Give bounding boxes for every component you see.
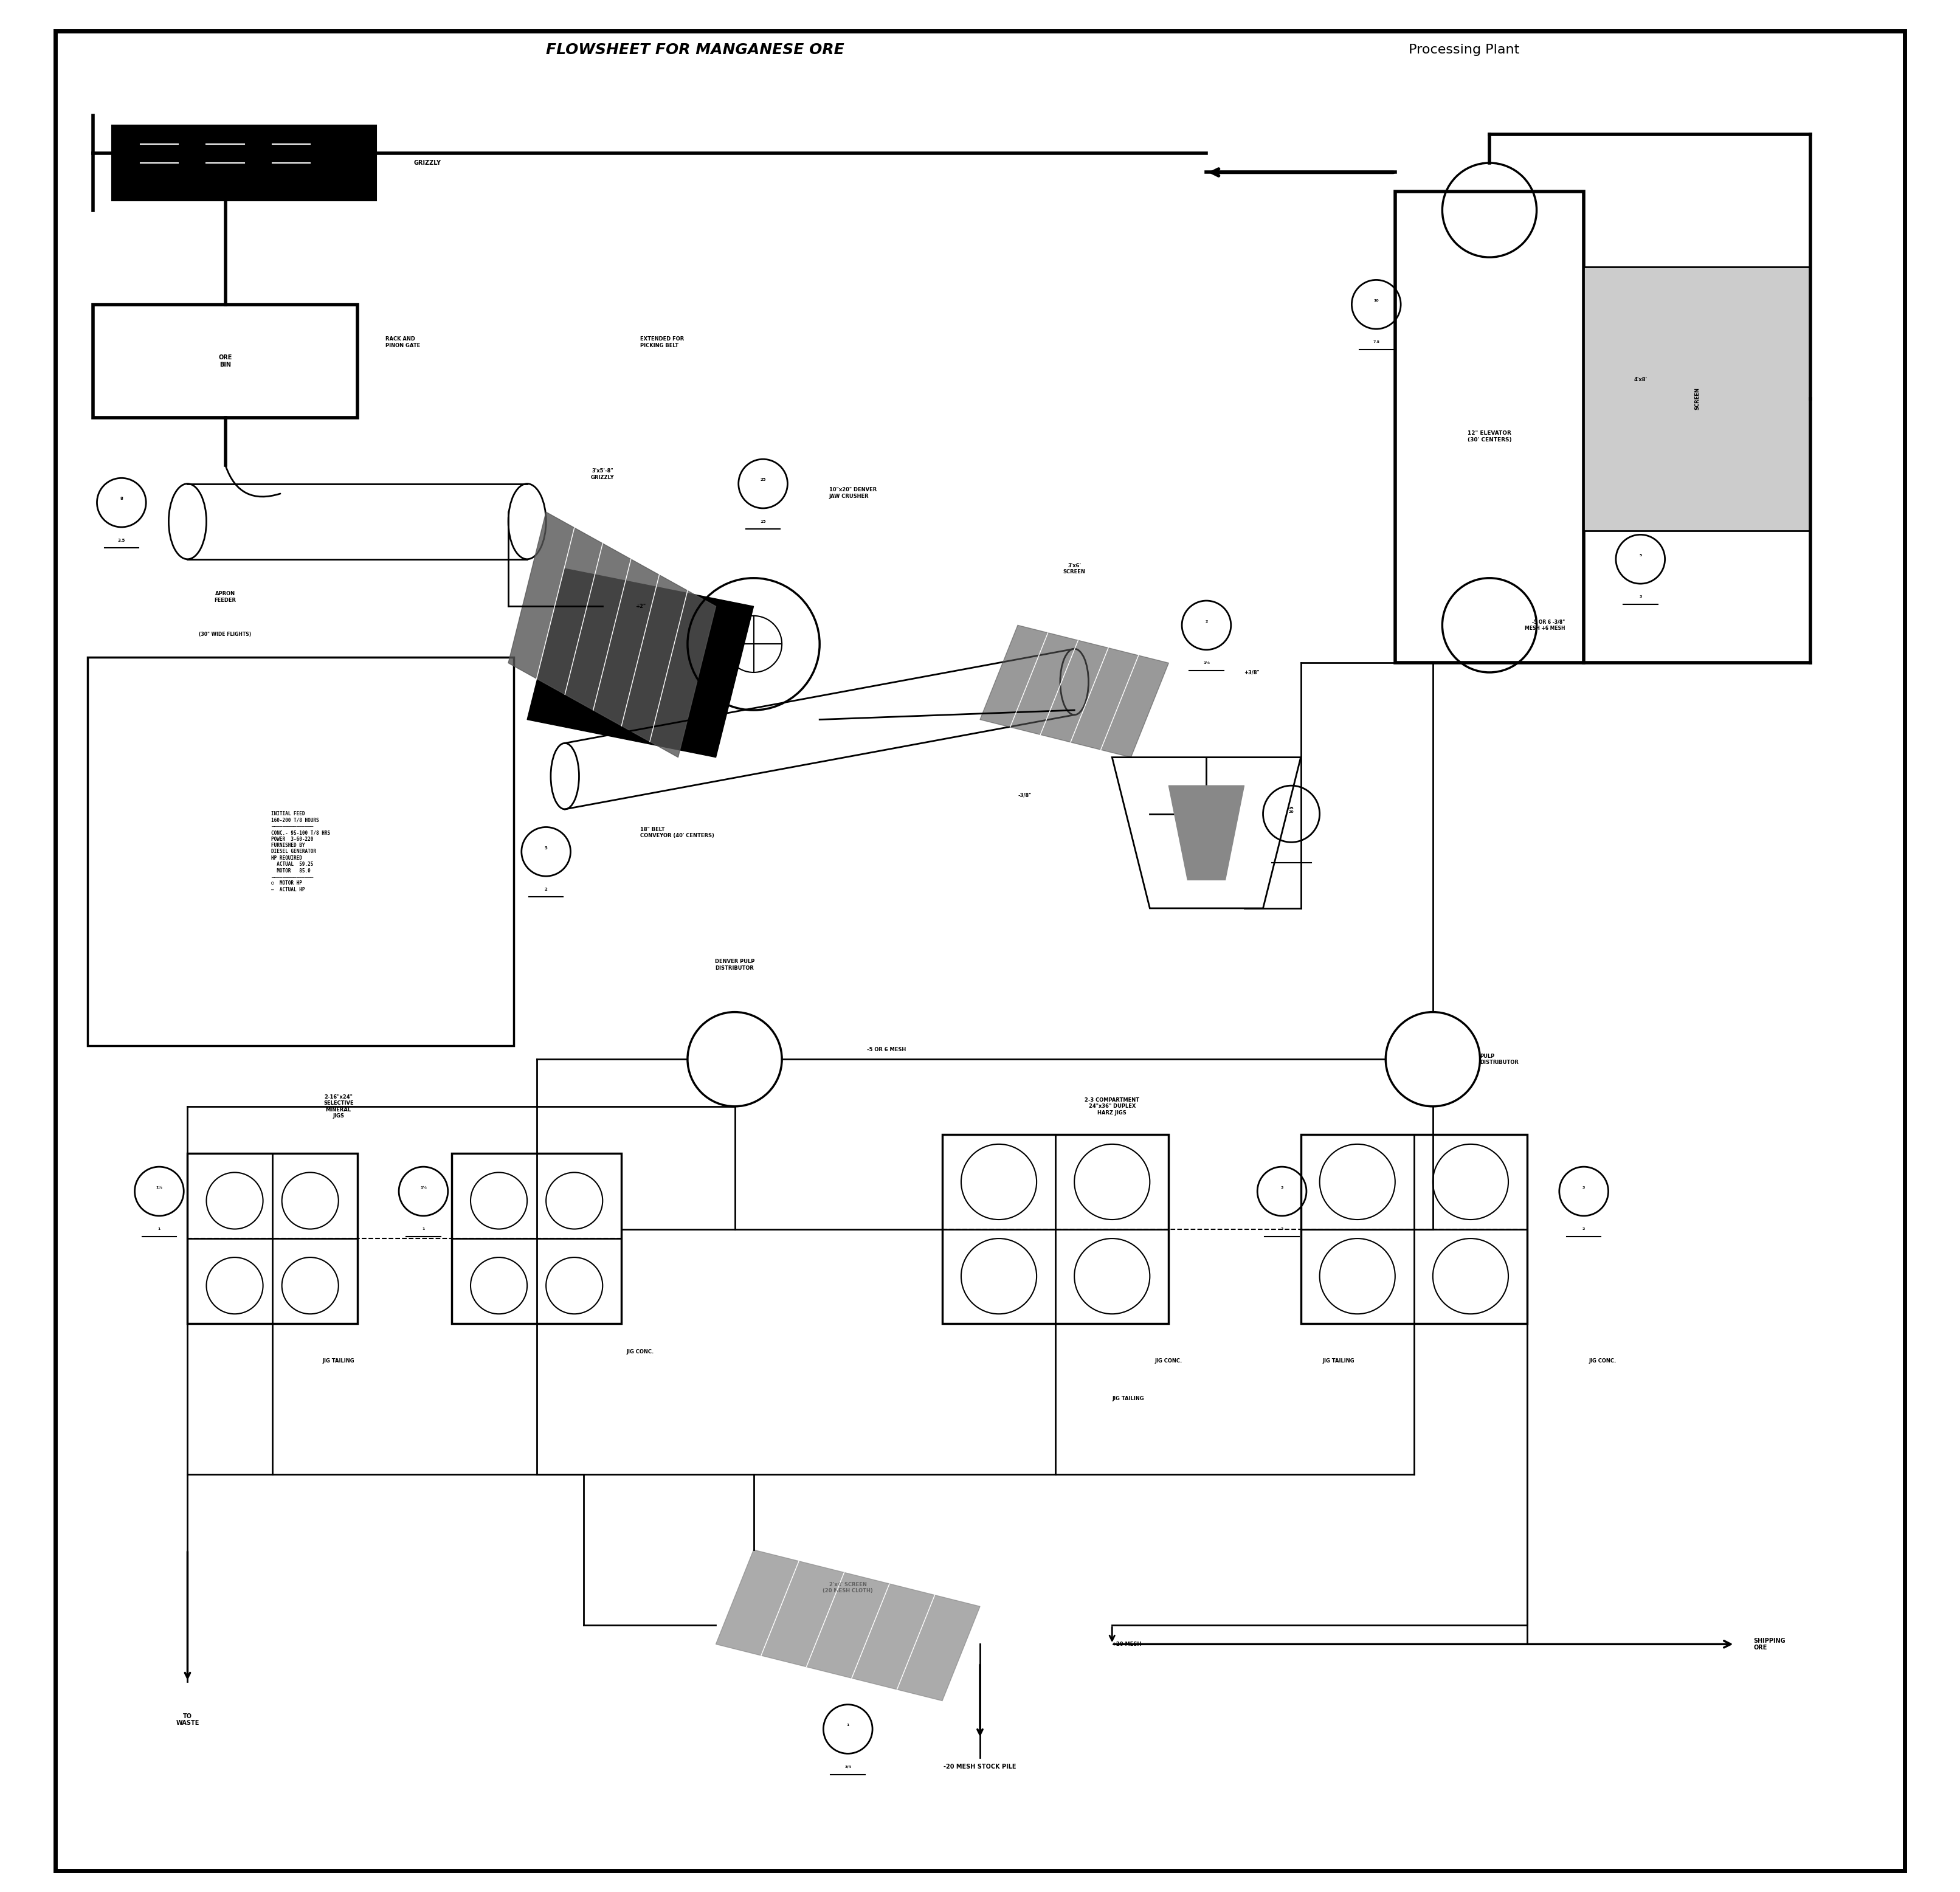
Text: JIG TAILING: JIG TAILING — [1111, 1396, 1145, 1402]
Text: 25
20: 25 20 — [1288, 806, 1294, 814]
Polygon shape — [715, 1550, 980, 1701]
Text: 3: 3 — [1639, 596, 1642, 598]
Text: 18" BELT
CONVEYOR (40' CENTERS): 18" BELT CONVEYOR (40' CENTERS) — [641, 827, 715, 838]
Text: 2-16"x24"
SELECTIVE
MINERAL
JIGS: 2-16"x24" SELECTIVE MINERAL JIGS — [323, 1094, 353, 1118]
Text: 10"x20" DENVER
JAW CRUSHER: 10"x20" DENVER JAW CRUSHER — [829, 488, 876, 499]
Text: -3/8": -3/8" — [1017, 793, 1031, 798]
Text: SCREEN: SCREEN — [1693, 388, 1699, 411]
Text: 1½: 1½ — [157, 1186, 163, 1188]
Text: 2-3 COMPARTMENT
24"x36" DUPLEX
HARZ JIGS: 2-3 COMPARTMENT 24"x36" DUPLEX HARZ JIGS — [1084, 1097, 1139, 1116]
Polygon shape — [527, 569, 753, 757]
Text: -2": -2" — [541, 717, 551, 723]
Text: 3/4: 3/4 — [845, 1765, 851, 1769]
Circle shape — [1386, 1012, 1480, 1107]
Text: 12" ELEVATOR
(30' CENTERS): 12" ELEVATOR (30' CENTERS) — [1468, 431, 1511, 443]
Text: JIG CONC.: JIG CONC. — [627, 1349, 655, 1355]
Text: 2: 2 — [1582, 1228, 1586, 1230]
Text: 1: 1 — [421, 1228, 425, 1230]
Circle shape — [688, 1012, 782, 1107]
FancyBboxPatch shape — [112, 125, 376, 201]
FancyBboxPatch shape — [1584, 267, 1811, 532]
Text: -20 MESH STOCK PILE: -20 MESH STOCK PILE — [943, 1763, 1017, 1769]
Text: 1: 1 — [159, 1228, 161, 1230]
Text: 4'x8': 4'x8' — [1635, 377, 1646, 382]
Text: 1: 1 — [847, 1724, 849, 1727]
Text: EXTENDED FOR
PICKING BELT: EXTENDED FOR PICKING BELT — [641, 337, 684, 348]
Text: JIG CONC.: JIG CONC. — [1590, 1358, 1617, 1364]
Text: 25: 25 — [760, 479, 766, 482]
Text: 3'x6'
SCREEN: 3'x6' SCREEN — [1062, 562, 1086, 575]
Text: GYRATORY
CRUSHER: GYRATORY CRUSHER — [1192, 855, 1221, 867]
Text: 10: 10 — [1374, 299, 1378, 303]
Text: APRON
FEEDER: APRON FEEDER — [214, 590, 237, 604]
Text: 2: 2 — [1205, 621, 1207, 622]
Text: JIG CONC.: JIG CONC. — [1154, 1358, 1182, 1364]
Polygon shape — [980, 624, 1168, 757]
Polygon shape — [1168, 785, 1245, 880]
Text: 1½: 1½ — [419, 1186, 427, 1188]
Text: TO
WASTE: TO WASTE — [176, 1712, 200, 1726]
Text: Processing Plant: Processing Plant — [1405, 44, 1519, 55]
Text: 2: 2 — [1280, 1228, 1284, 1230]
Text: -5 OR 6 MESH: -5 OR 6 MESH — [866, 1046, 906, 1052]
Text: SHIPPING
ORE: SHIPPING ORE — [1754, 1638, 1786, 1650]
Text: 2'x4' SCREEN
(20 MESH CLOTH): 2'x4' SCREEN (20 MESH CLOTH) — [823, 1582, 872, 1593]
Text: 3: 3 — [1280, 1186, 1284, 1188]
Text: JIG TAILING: JIG TAILING — [1323, 1358, 1354, 1364]
Text: 2: 2 — [545, 887, 547, 891]
Text: FLOWSHEET FOR MANGANESE ORE: FLOWSHEET FOR MANGANESE ORE — [547, 42, 845, 57]
Text: GRIZZLY: GRIZZLY — [414, 161, 441, 166]
Text: 3: 3 — [1582, 1186, 1586, 1188]
Text: (30" WIDE FLIGHTS): (30" WIDE FLIGHTS) — [200, 632, 251, 638]
Text: PULP
DISTRIBUTOR: PULP DISTRIBUTOR — [1480, 1054, 1519, 1065]
Text: 7.5: 7.5 — [1372, 341, 1380, 344]
Text: RACK AND
PINON GATE: RACK AND PINON GATE — [386, 337, 421, 348]
Polygon shape — [1111, 757, 1301, 908]
Text: 15: 15 — [760, 520, 766, 524]
Text: +2": +2" — [635, 604, 645, 609]
Text: +20 MESH: +20 MESH — [1111, 1642, 1141, 1646]
Text: 3'x5'-8"
GRIZZLY: 3'x5'-8" GRIZZLY — [590, 469, 613, 481]
Text: ORE
BIN: ORE BIN — [218, 354, 231, 367]
Text: 8: 8 — [120, 498, 123, 501]
Text: DENVER PULP
DISTRIBUTOR: DENVER PULP DISTRIBUTOR — [715, 959, 755, 971]
Text: 5: 5 — [1639, 554, 1642, 556]
Text: 5: 5 — [545, 846, 547, 850]
Polygon shape — [508, 513, 715, 757]
Text: JIG TAILING: JIG TAILING — [323, 1358, 355, 1364]
Text: +3/8": +3/8" — [1245, 670, 1260, 675]
Text: INITIAL FEED
160-200 T/8 HOURS
───────────────
CONC.- 95-100 T/8 HRS
POWER  3-60: INITIAL FEED 160-200 T/8 HOURS ─────────… — [270, 812, 329, 893]
Text: 1½: 1½ — [1203, 662, 1209, 664]
Text: 3.5: 3.5 — [118, 539, 125, 543]
Text: -5 OR 6 -3/8"
MESH +6 MESH: -5 OR 6 -3/8" MESH +6 MESH — [1525, 619, 1564, 632]
